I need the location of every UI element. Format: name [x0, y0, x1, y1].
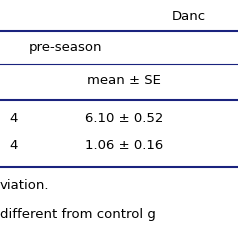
- Text: 4: 4: [10, 113, 18, 125]
- Text: viation.: viation.: [0, 179, 50, 192]
- Text: pre-season: pre-season: [29, 41, 102, 54]
- Text: Danc: Danc: [171, 10, 205, 23]
- Text: 4: 4: [10, 139, 18, 152]
- Text: different from control g: different from control g: [0, 208, 156, 221]
- Text: mean ± SE: mean ± SE: [87, 74, 161, 87]
- Text: 1.06 ± 0.16: 1.06 ± 0.16: [85, 139, 163, 152]
- Text: 6.10 ± 0.52: 6.10 ± 0.52: [84, 113, 163, 125]
